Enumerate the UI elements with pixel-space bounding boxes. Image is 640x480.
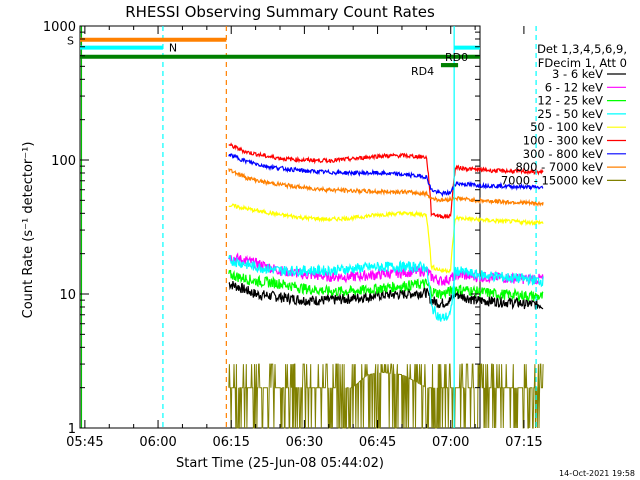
series-line	[228, 142, 544, 220]
y-tick-label: 100	[51, 154, 76, 169]
legend-entry: 7000 - 15000 keV	[501, 173, 603, 187]
state-bar-label: N	[169, 42, 177, 55]
x-tick-label: 07:00	[432, 435, 469, 450]
series-line	[228, 168, 544, 207]
x-tick-label: 06:45	[359, 435, 396, 450]
x-tick-label: 06:00	[139, 435, 176, 450]
series-line	[228, 153, 544, 198]
x-tick-label: 06:30	[286, 435, 323, 450]
legend-entry: 25 - 50 keV	[537, 107, 603, 121]
y-tick-label: 1000	[43, 20, 76, 35]
footer-date: 14-Oct-2021 19:58	[559, 469, 635, 478]
legend-entry: 50 - 100 keV	[530, 120, 603, 134]
x-axis-label: Start Time (25-Jun-08 05:44:02)	[176, 456, 384, 471]
y-tick-label: 10	[59, 288, 76, 303]
x-tick-label: 07:15	[505, 435, 542, 450]
series-line	[228, 254, 544, 322]
series-line	[228, 203, 544, 274]
series-line	[228, 269, 544, 302]
state-bar-label: RD0	[445, 51, 468, 64]
legend: Det 1,3,4,5,6,9,FDecim 1, Att 03 - 6 keV…	[501, 42, 627, 187]
state-bar-label: S	[67, 35, 74, 48]
legend-entry: 300 - 800 keV	[523, 147, 603, 161]
x-axis: 05:45 06:00 06:15 06:30 06:45 07:00 07:15	[66, 26, 543, 450]
legend-header: FDecim 1, Att 0	[538, 56, 627, 70]
legend-entry: 3 - 6 keV	[552, 67, 603, 81]
y-axis: 1 10 100 1000	[43, 20, 480, 437]
x-tick-label: 06:15	[212, 435, 249, 450]
plot-area: S N RD0 RD4	[67, 25, 544, 429]
legend-entry: 6 - 12 keV	[545, 80, 603, 94]
legend-entry: 12 - 25 keV	[537, 94, 603, 108]
y-axis-label: Count Rate (s⁻¹ detector⁻¹)	[21, 142, 36, 319]
x-tick-label: 05:45	[66, 435, 103, 450]
legend-header: Det 1,3,4,5,6,9,	[537, 42, 627, 56]
state-bar-label: RD4	[411, 65, 434, 78]
legend-entry: 100 - 300 keV	[523, 134, 603, 148]
series-line	[228, 252, 544, 286]
legend-entry: 800 - 7000 keV	[515, 160, 603, 174]
chart-title: RHESSI Observing Summary Count Rates	[125, 3, 435, 21]
series-line	[228, 363, 544, 429]
y-tick-label: 1	[68, 422, 76, 437]
